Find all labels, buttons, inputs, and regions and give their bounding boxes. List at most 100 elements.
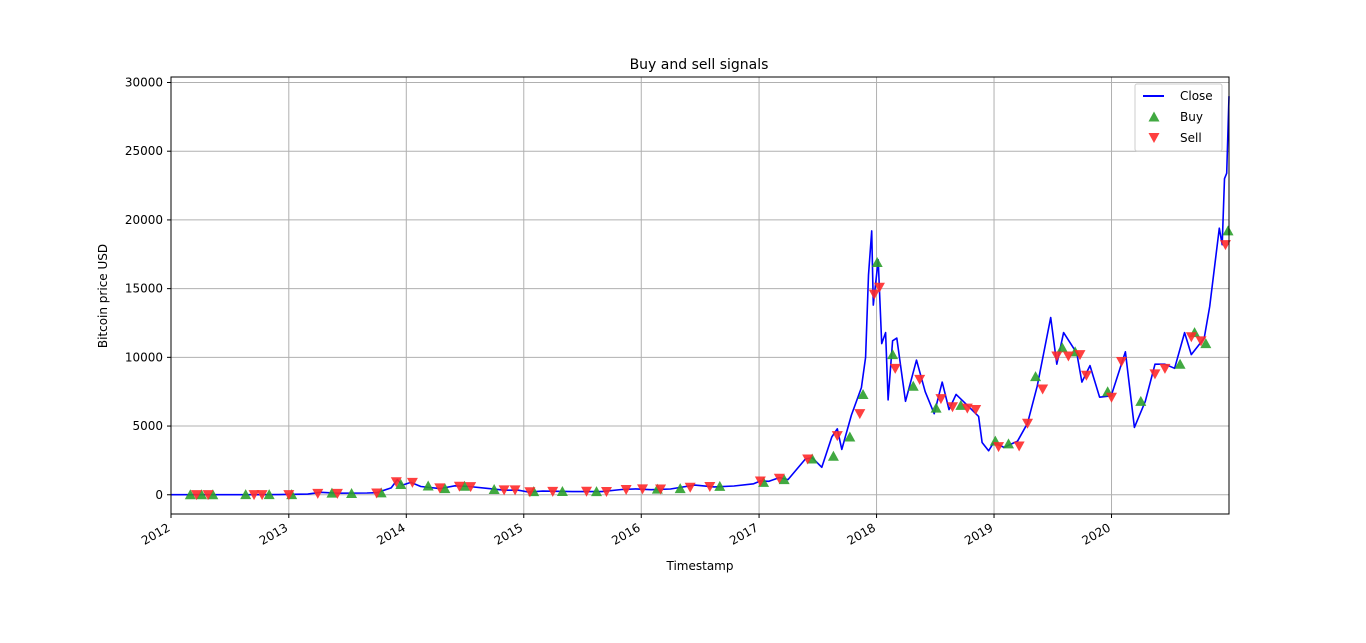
legend: Close Buy Sell bbox=[1134, 83, 1223, 152]
buy-marker bbox=[907, 380, 919, 391]
y-tick-label: 30000 bbox=[125, 75, 163, 89]
buy-marker bbox=[439, 483, 451, 494]
sell-marker bbox=[509, 485, 521, 496]
sell-marker bbox=[498, 485, 510, 496]
buy-marker bbox=[1030, 371, 1042, 382]
buy-marker bbox=[556, 485, 568, 496]
buy-marker bbox=[871, 257, 883, 268]
buy-marker bbox=[346, 488, 358, 499]
x-tick-label: 2013 bbox=[257, 520, 290, 547]
sell-marker bbox=[434, 483, 446, 494]
x-tick-label: 2016 bbox=[609, 520, 642, 547]
sell-marker bbox=[256, 490, 268, 501]
buy-marker bbox=[591, 486, 603, 497]
x-tick-label: 2014 bbox=[374, 520, 407, 547]
sell-marker bbox=[406, 477, 418, 488]
x-tick-label: 2019 bbox=[962, 520, 995, 547]
sell-marker bbox=[993, 442, 1005, 453]
buy-marker bbox=[240, 489, 252, 500]
y-tick-label: 5000 bbox=[132, 419, 163, 433]
x-tick-label: 2017 bbox=[727, 520, 760, 547]
buy-marker bbox=[395, 478, 407, 489]
y-tick-label: 25000 bbox=[125, 144, 163, 158]
sell-marker bbox=[547, 486, 559, 497]
sell-marker bbox=[1106, 392, 1118, 403]
sell-marker bbox=[248, 490, 260, 501]
sell-marker bbox=[773, 473, 785, 484]
sell-marker bbox=[331, 488, 343, 499]
buy-marker bbox=[326, 487, 338, 498]
sell-marker bbox=[1115, 356, 1127, 367]
buy-marker bbox=[207, 489, 219, 500]
y-tick-label: 15000 bbox=[125, 282, 163, 296]
buy-marker bbox=[778, 474, 790, 485]
sell-marker bbox=[754, 476, 766, 487]
buy-marker bbox=[674, 483, 686, 494]
sell-marker bbox=[873, 282, 885, 293]
sell-marker bbox=[1149, 369, 1161, 380]
plot-frame bbox=[170, 76, 1230, 515]
sell-marker bbox=[854, 409, 866, 420]
chart-title: Buy and sell signals bbox=[630, 57, 769, 73]
sell-marker bbox=[1219, 240, 1231, 251]
legend-close-label: Close bbox=[1180, 89, 1213, 103]
sell-marker bbox=[283, 490, 295, 501]
sell-marker bbox=[190, 490, 202, 501]
buy-marker bbox=[844, 431, 856, 442]
buy-marker bbox=[1056, 342, 1068, 353]
buy-marker bbox=[488, 484, 500, 495]
legend-buy-swatch bbox=[1148, 111, 1160, 122]
sell-marker bbox=[524, 487, 536, 498]
sell-marker bbox=[889, 363, 901, 374]
sell-marker bbox=[947, 402, 959, 413]
sell-marker bbox=[1080, 370, 1092, 381]
sell-marker bbox=[1159, 363, 1171, 374]
sell-marker bbox=[465, 482, 477, 493]
buy-marker bbox=[887, 349, 899, 360]
y-tick-label: 20000 bbox=[125, 213, 163, 227]
sell-marker bbox=[802, 454, 814, 465]
buy-marker bbox=[1200, 338, 1212, 349]
sell-marker bbox=[704, 482, 716, 493]
y-axis-label: Bitcoin price USD bbox=[96, 244, 110, 348]
buy-marker bbox=[1003, 438, 1015, 449]
buy-marker bbox=[955, 399, 967, 410]
buy-marker bbox=[196, 489, 208, 500]
y-tick-label: 0 bbox=[155, 488, 163, 502]
sell-marker bbox=[600, 486, 612, 497]
buy-marker bbox=[1135, 395, 1147, 406]
sell-marker bbox=[312, 488, 324, 499]
sell-marker bbox=[1037, 384, 1049, 395]
close-price-line bbox=[171, 96, 1230, 496]
sell-marker bbox=[684, 482, 696, 493]
sell-marker bbox=[970, 405, 982, 416]
y-axis: 0 5000 10000 15000 20000 25000 30000 bbox=[125, 75, 171, 502]
sell-marker bbox=[581, 486, 593, 497]
sell-marker bbox=[655, 484, 667, 495]
buy-marker bbox=[459, 480, 471, 491]
x-axis: 2012 2013 2014 2015 2016 2017 2018 2019 2020 bbox=[139, 514, 1113, 548]
sell-marker bbox=[371, 488, 383, 499]
sell-marker bbox=[1051, 351, 1063, 362]
sell-marker bbox=[453, 481, 465, 492]
sell-marker bbox=[620, 485, 632, 496]
sell-marker bbox=[1022, 418, 1034, 429]
x-axis-label: Timestamp bbox=[666, 559, 734, 573]
buy-marker bbox=[1174, 358, 1186, 369]
buy-marker bbox=[930, 402, 942, 413]
sell-marker bbox=[1013, 441, 1025, 452]
buy-marker bbox=[827, 450, 839, 461]
sell-marker bbox=[390, 477, 402, 488]
sell-marker bbox=[831, 431, 843, 442]
sell-marker bbox=[935, 394, 947, 405]
legend-sell-swatch bbox=[1148, 133, 1160, 143]
sell-marker bbox=[1074, 350, 1086, 361]
x-tick-label: 2012 bbox=[139, 520, 172, 547]
buy-marker bbox=[184, 489, 196, 500]
sell-marker bbox=[1185, 332, 1197, 343]
x-tick-label: 2018 bbox=[845, 520, 878, 547]
grid bbox=[170, 77, 1229, 514]
buy-marker bbox=[1222, 225, 1234, 236]
buy-marker bbox=[714, 480, 726, 491]
